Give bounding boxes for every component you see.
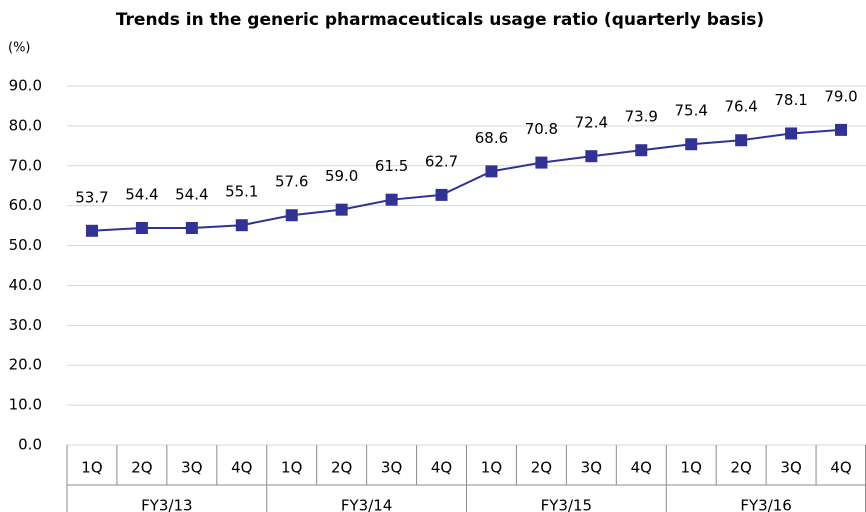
data-label: 53.7 [75, 188, 108, 206]
data-marker [735, 134, 748, 147]
x-tick-label: 3Q [581, 459, 602, 477]
data-label: 68.6 [475, 129, 508, 147]
x-tick-label: 4Q [231, 459, 252, 477]
data-marker [835, 123, 848, 136]
x-group-label: FY3/13 [141, 497, 192, 512]
data-label: 70.8 [525, 120, 558, 138]
data-marker [335, 203, 348, 216]
data-label: 61.5 [375, 157, 408, 175]
data-label: 76.4 [724, 98, 757, 116]
data-marker [485, 165, 498, 178]
y-tick-label: 50.0 [9, 236, 42, 254]
data-marker [185, 222, 198, 235]
y-tick-label: 40.0 [9, 276, 42, 294]
data-marker [535, 156, 548, 169]
data-label: 54.4 [125, 186, 158, 204]
y-tick-label: 20.0 [9, 356, 42, 374]
data-label: 59.0 [325, 167, 358, 185]
x-tick-label: 2Q [331, 459, 352, 477]
data-label: 75.4 [675, 102, 708, 120]
x-tick-label: 2Q [131, 459, 152, 477]
y-tick-label: 10.0 [9, 396, 42, 414]
y-tick-label: 0.0 [18, 436, 42, 454]
data-label: 78.1 [774, 91, 807, 109]
x-tick-label: 4Q [431, 459, 452, 477]
y-tick-label: 80.0 [9, 116, 42, 134]
data-marker [635, 144, 648, 157]
data-label: 57.6 [275, 173, 308, 191]
y-tick-label: 60.0 [9, 196, 42, 214]
x-group-label: FY3/14 [341, 497, 392, 512]
x-tick-label: 4Q [830, 459, 851, 477]
x-tick-label: 3Q [181, 459, 202, 477]
data-label: 62.7 [425, 152, 458, 170]
data-marker [135, 222, 148, 235]
x-group-label: FY3/16 [740, 497, 791, 512]
data-label: 73.9 [625, 108, 658, 126]
data-marker [285, 209, 298, 222]
chart-title: Trends in the generic pharmaceuticals us… [116, 10, 764, 30]
y-tick-label: 30.0 [9, 316, 42, 334]
x-group-label: FY3/15 [541, 497, 592, 512]
x-tick-label: 1Q [481, 459, 502, 477]
x-tick-label: 1Q [281, 459, 302, 477]
x-tick-label: 4Q [631, 459, 652, 477]
x-tick-label: 2Q [531, 459, 552, 477]
data-label: 79.0 [824, 87, 857, 105]
data-marker [785, 127, 798, 140]
y-tick-label: 70.0 [9, 156, 42, 174]
data-label: 72.4 [575, 114, 608, 132]
data-marker [235, 219, 248, 232]
data-marker [85, 224, 98, 237]
data-marker [435, 188, 448, 201]
data-marker [585, 150, 598, 163]
data-marker [385, 193, 398, 206]
data-line [91, 128, 842, 232]
data-label: 55.1 [225, 183, 258, 201]
x-tick-label: 1Q [81, 459, 102, 477]
x-tick-label: 2Q [730, 459, 751, 477]
y-axis-label: (%) [8, 41, 31, 56]
x-tick-label: 3Q [381, 459, 402, 477]
x-tick-label: 3Q [780, 459, 801, 477]
data-label: 54.4 [175, 186, 208, 204]
y-tick-label: 90.0 [9, 77, 42, 95]
data-marker [685, 138, 698, 151]
x-tick-label: 1Q [681, 459, 702, 477]
